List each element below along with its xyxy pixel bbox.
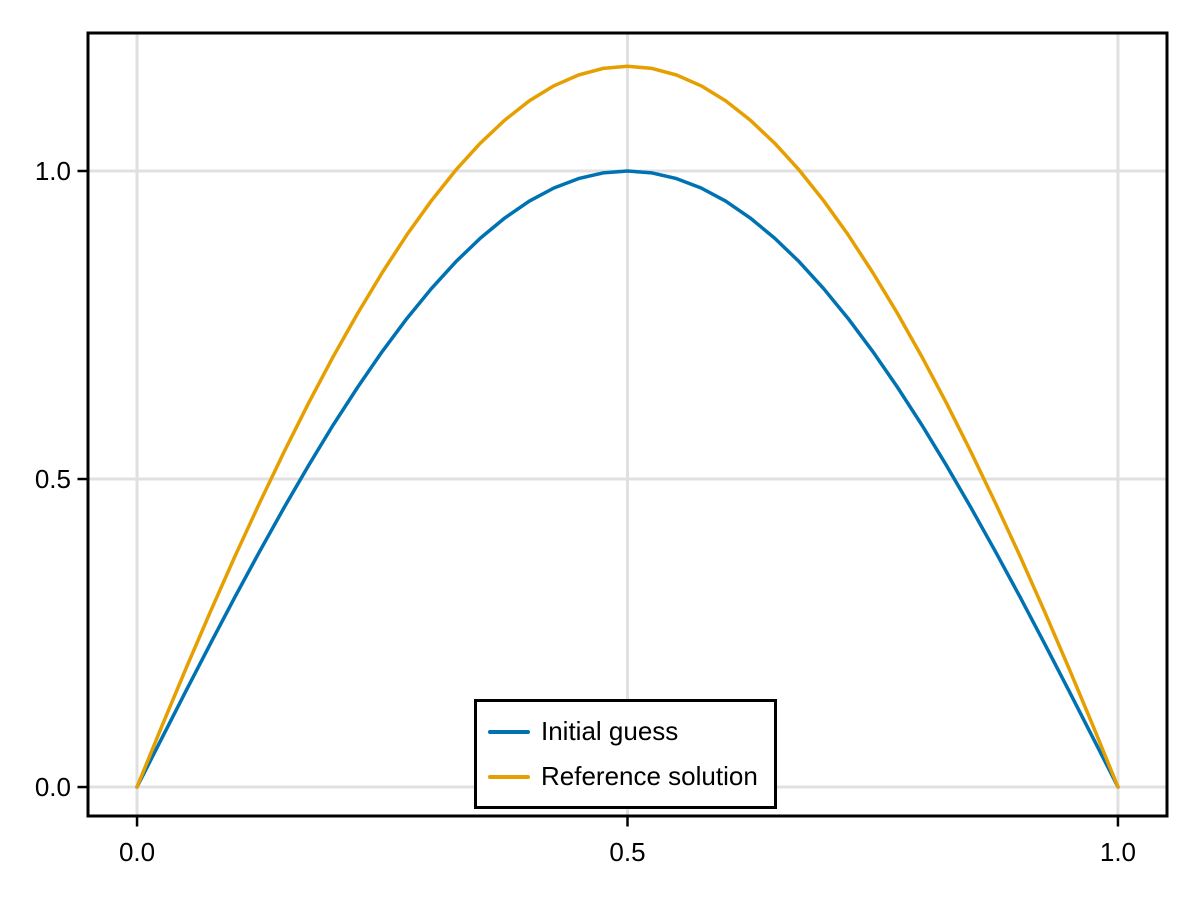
- series-line-initial-guess: [135, 169, 1120, 789]
- legend-item-reference-solution: Reference solution: [488, 760, 774, 793]
- legend-label-reference-solution: Reference solution: [541, 761, 758, 791]
- x-tick-label: 0.5: [609, 837, 645, 867]
- axis-spines: [86, 31, 1169, 818]
- legend-line-swatch-initial-guess: [488, 729, 530, 734]
- y-tick-label: 0.0: [35, 772, 71, 802]
- y-tick-label: 0.5: [35, 464, 71, 494]
- legend-item-initial-guess: Initial guess: [488, 715, 774, 748]
- legend-line-swatch-reference-solution: [488, 774, 530, 779]
- legend: Initial guess Reference solution: [474, 699, 777, 809]
- legend-label-initial-guess: Initial guess: [541, 716, 679, 746]
- x-tick-label: 0.0: [119, 837, 155, 867]
- x-tick-label: 1.0: [1100, 837, 1136, 867]
- series-line-reference-solution: [135, 64, 1120, 789]
- y-tick-label: 1.0: [35, 156, 71, 186]
